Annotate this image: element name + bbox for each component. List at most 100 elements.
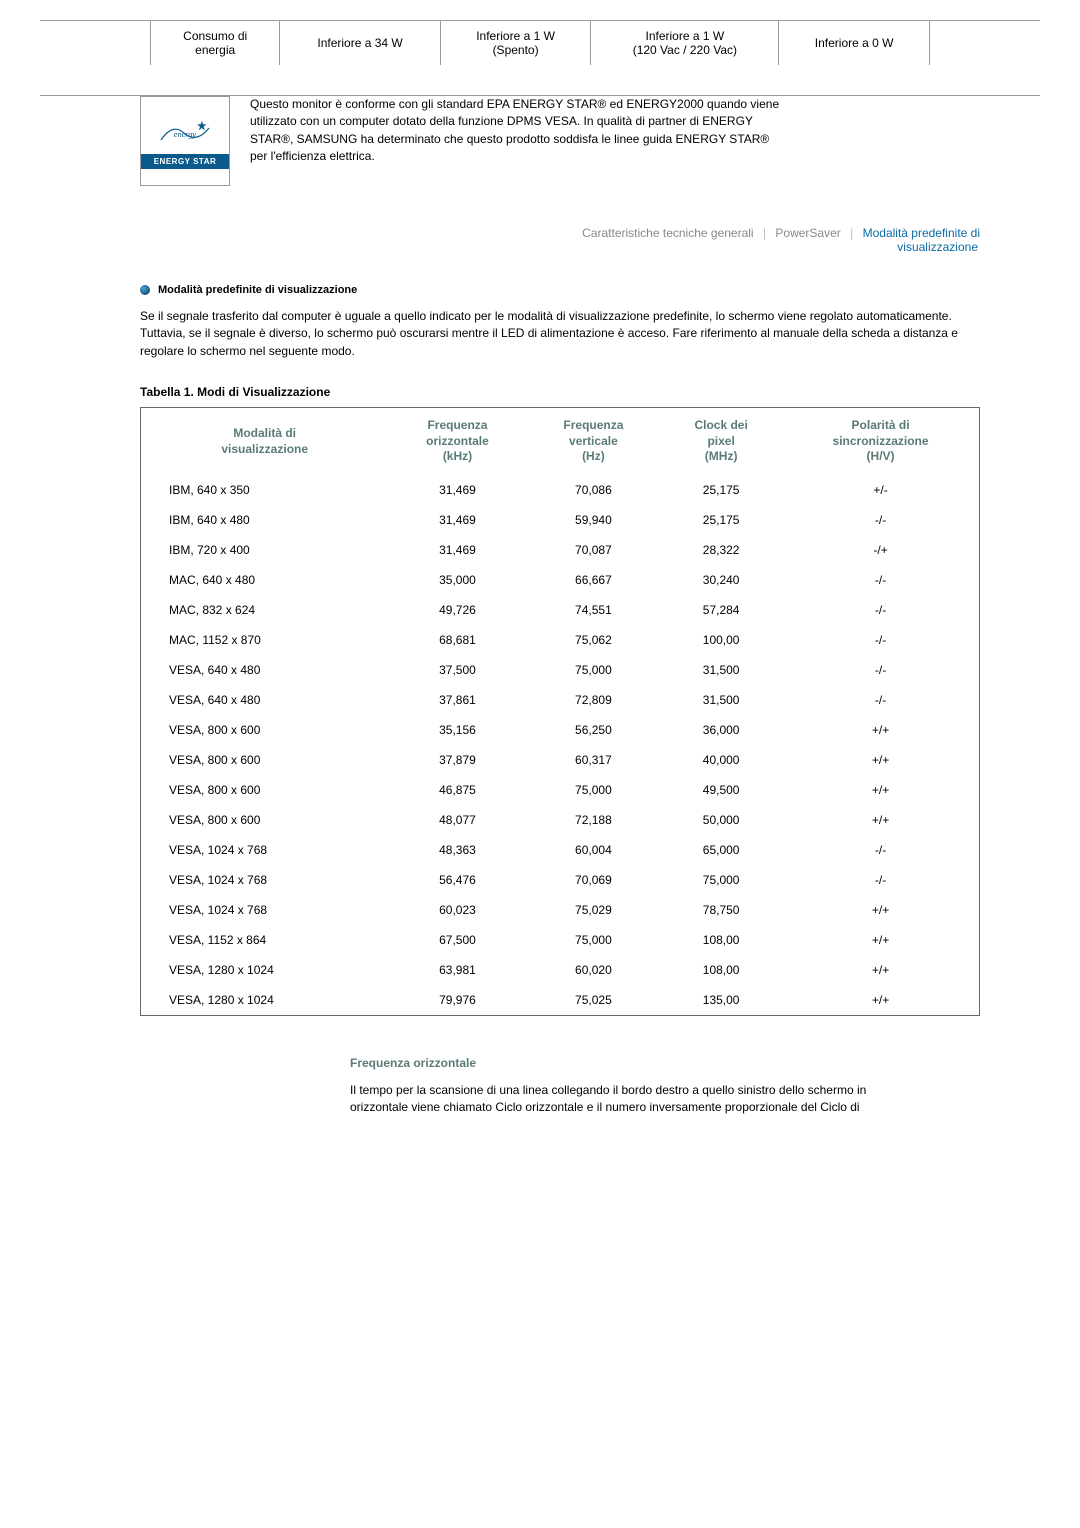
- table-cell: +/-: [782, 475, 979, 505]
- table-cell: 48,363: [388, 835, 526, 865]
- table-cell: VESA, 1152 x 864: [141, 925, 388, 955]
- table-cell: VESA, 800 x 600: [141, 775, 388, 805]
- table-cell: -/-: [782, 565, 979, 595]
- col-hfreq: Frequenzaorizzontale(kHz): [388, 408, 526, 475]
- table-cell: -/-: [782, 655, 979, 685]
- table-cell: VESA, 800 x 600: [141, 715, 388, 745]
- table-cell: 70,069: [527, 865, 661, 895]
- table-row: VESA, 640 x 48037,50075,00031,500-/-: [141, 655, 979, 685]
- table-cell: 31,469: [388, 475, 526, 505]
- table-row: VESA, 1280 x 102479,97675,025135,00+/+: [141, 985, 979, 1015]
- table-cell: 35,156: [388, 715, 526, 745]
- table-cell: 75,000: [527, 925, 661, 955]
- table-row: MAC, 640 x 48035,00066,66730,240-/-: [141, 565, 979, 595]
- table-cell: VESA, 1024 x 768: [141, 865, 388, 895]
- table-cell: 57,284: [660, 595, 782, 625]
- table-cell: -/+: [782, 535, 979, 565]
- table-cell: 108,00: [660, 955, 782, 985]
- table-cell: 78,750: [660, 895, 782, 925]
- table-cell: 35,000: [388, 565, 526, 595]
- tab-powersaver[interactable]: PowerSaver: [775, 226, 840, 240]
- table-cell: 40,000: [660, 745, 782, 775]
- table-row: VESA, 1152 x 86467,50075,000108,00+/+: [141, 925, 979, 955]
- table-cell: +/+: [782, 805, 979, 835]
- table-cell: IBM, 640 x 350: [141, 475, 388, 505]
- table-cell: VESA, 640 x 480: [141, 655, 388, 685]
- table-cell: 50,000: [660, 805, 782, 835]
- table-cell: 28,322: [660, 535, 782, 565]
- table-cell: 68,681: [388, 625, 526, 655]
- table-cell: 75,029: [527, 895, 661, 925]
- table-cell: IBM, 640 x 480: [141, 505, 388, 535]
- power-col-4: Inferiore a 1 W(120 Vac / 220 Vac): [591, 21, 779, 65]
- energy-star-logo: energy ENERGY STAR: [140, 96, 230, 186]
- energy-star-label: ENERGY STAR: [141, 154, 229, 169]
- table-cell: 75,025: [527, 985, 661, 1015]
- table-cell: 31,469: [388, 505, 526, 535]
- table-cell: 49,726: [388, 595, 526, 625]
- table-row: IBM, 640 x 35031,46970,08625,175+/-: [141, 475, 979, 505]
- table-cell: VESA, 640 x 480: [141, 685, 388, 715]
- table-cell: 72,809: [527, 685, 661, 715]
- table-title: Tabella 1. Modi di Visualizzazione: [140, 385, 1040, 399]
- table-cell: 56,250: [527, 715, 661, 745]
- svg-text:energy: energy: [174, 130, 197, 139]
- table-cell: 31,500: [660, 655, 782, 685]
- table-cell: 65,000: [660, 835, 782, 865]
- power-col-1: Consumo dienergia: [151, 21, 280, 65]
- table-cell: 37,861: [388, 685, 526, 715]
- bullet-icon: [140, 285, 150, 295]
- table-cell: VESA, 1024 x 768: [141, 835, 388, 865]
- table-cell: -/-: [782, 505, 979, 535]
- table-cell: 46,875: [388, 775, 526, 805]
- table-cell: 63,981: [388, 955, 526, 985]
- energy-star-description: Questo monitor è conforme con gli standa…: [250, 96, 780, 166]
- table-cell: 37,500: [388, 655, 526, 685]
- table-cell: +/+: [782, 775, 979, 805]
- table-cell: 70,086: [527, 475, 661, 505]
- table-cell: +/+: [782, 895, 979, 925]
- tab-display-modes[interactable]: Modalità predefinite di: [863, 226, 980, 240]
- tab-display-modes-sub: visualizzazione: [46, 240, 980, 254]
- table-cell: 108,00: [660, 925, 782, 955]
- table-cell: 75,000: [527, 655, 661, 685]
- table-cell: 25,175: [660, 505, 782, 535]
- footer-heading: Frequenza orizzontale: [350, 1056, 880, 1070]
- table-row: VESA, 800 x 60046,87575,00049,500+/+: [141, 775, 979, 805]
- col-clock: Clock deipixel(MHz): [660, 408, 782, 475]
- section-paragraph: Se il segnale trasferito dal computer è …: [140, 308, 980, 360]
- col-vfreq: Frequenzaverticale(Hz): [527, 408, 661, 475]
- table-cell: VESA, 800 x 600: [141, 745, 388, 775]
- table-cell: IBM, 720 x 400: [141, 535, 388, 565]
- col-mode: Modalità divisualizzazione: [141, 408, 388, 475]
- col-polarity: Polarità disincronizzazione(H/V): [782, 408, 979, 475]
- table-row: IBM, 720 x 40031,46970,08728,322-/+: [141, 535, 979, 565]
- table-cell: VESA, 1280 x 1024: [141, 985, 388, 1015]
- table-cell: 66,667: [527, 565, 661, 595]
- section-heading: Modalità predefinite di visualizzazione: [158, 284, 357, 296]
- table-cell: 60,317: [527, 745, 661, 775]
- table-cell: 48,077: [388, 805, 526, 835]
- table-row: VESA, 1024 x 76856,47670,06975,000-/-: [141, 865, 979, 895]
- table-cell: 59,940: [527, 505, 661, 535]
- table-cell: 30,240: [660, 565, 782, 595]
- table-cell: VESA, 1024 x 768: [141, 895, 388, 925]
- table-cell: -/-: [782, 625, 979, 655]
- power-consumption-table: Consumo dienergia Inferiore a 34 W Infer…: [150, 21, 930, 65]
- table-row: VESA, 640 x 48037,86172,80931,500-/-: [141, 685, 979, 715]
- table-cell: 72,188: [527, 805, 661, 835]
- table-cell: MAC, 1152 x 870: [141, 625, 388, 655]
- table-cell: 75,000: [527, 775, 661, 805]
- table-row: VESA, 800 x 60048,07772,18850,000+/+: [141, 805, 979, 835]
- tab-general[interactable]: Caratteristiche tecniche generali: [582, 226, 753, 240]
- table-cell: 49,500: [660, 775, 782, 805]
- table-cell: -/-: [782, 835, 979, 865]
- table-row: VESA, 1024 x 76848,36360,00465,000-/-: [141, 835, 979, 865]
- table-cell: +/+: [782, 955, 979, 985]
- table-row: VESA, 800 x 60035,15656,25036,000+/+: [141, 715, 979, 745]
- table-cell: +/+: [782, 985, 979, 1015]
- display-modes-table: Modalità divisualizzazione Frequenzaoriz…: [141, 408, 979, 1015]
- table-cell: -/-: [782, 595, 979, 625]
- table-cell: 31,500: [660, 685, 782, 715]
- table-cell: 25,175: [660, 475, 782, 505]
